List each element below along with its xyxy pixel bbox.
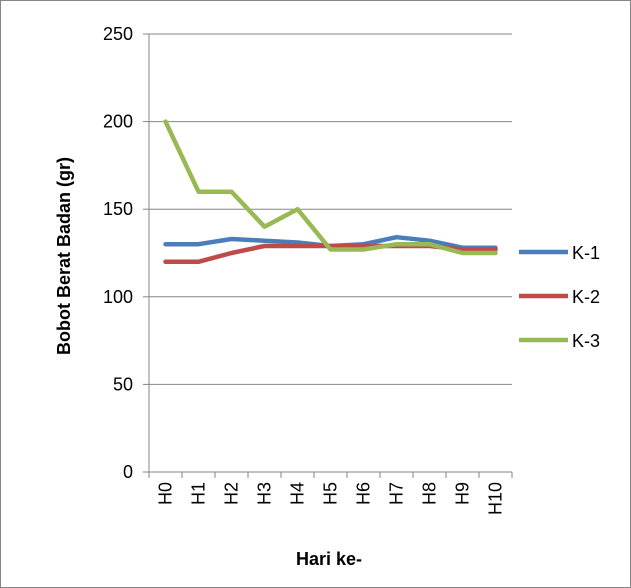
gridlines xyxy=(149,33,512,385)
x-tick-label: H9 xyxy=(453,482,473,505)
x-axis-title: Hari ke- xyxy=(296,549,362,569)
legend-label: K-2 xyxy=(572,287,600,307)
y-tick-label: 150 xyxy=(103,199,133,219)
x-tick-label: H8 xyxy=(420,482,440,505)
y-axis-title: Bobot Berat Badan (gr) xyxy=(54,157,74,355)
x-tick-label: H5 xyxy=(321,482,341,505)
x-tick-label: H4 xyxy=(288,482,308,505)
x-tick-label: H2 xyxy=(222,482,242,505)
y-tick-label: 250 xyxy=(103,24,133,44)
axes xyxy=(143,33,513,478)
y-tick-label: 0 xyxy=(123,462,133,482)
x-tick-label: H6 xyxy=(354,482,374,505)
y-tick-label: 100 xyxy=(103,287,133,307)
x-tick-labels: H0 H1 H2 H3 H4 H5 H6 H7 H8 H9 H10 xyxy=(156,482,506,515)
y-tick-label: 200 xyxy=(103,112,133,132)
legend-label: K-1 xyxy=(572,243,600,263)
x-tick-label: H10 xyxy=(486,482,506,515)
legend-label: K-3 xyxy=(572,331,600,351)
series-lines xyxy=(163,119,498,265)
legend: K-1 K-2 K-3 xyxy=(519,243,600,351)
x-tick-label: H3 xyxy=(255,482,275,505)
x-tick-label: H1 xyxy=(189,482,209,505)
x-tick-label: H0 xyxy=(156,482,176,505)
y-tick-labels: 0 50 100 150 200 250 xyxy=(103,24,133,482)
y-tick-label: 50 xyxy=(113,374,133,394)
x-tick-label: H7 xyxy=(387,482,407,505)
series-line-k-3 xyxy=(163,119,498,256)
